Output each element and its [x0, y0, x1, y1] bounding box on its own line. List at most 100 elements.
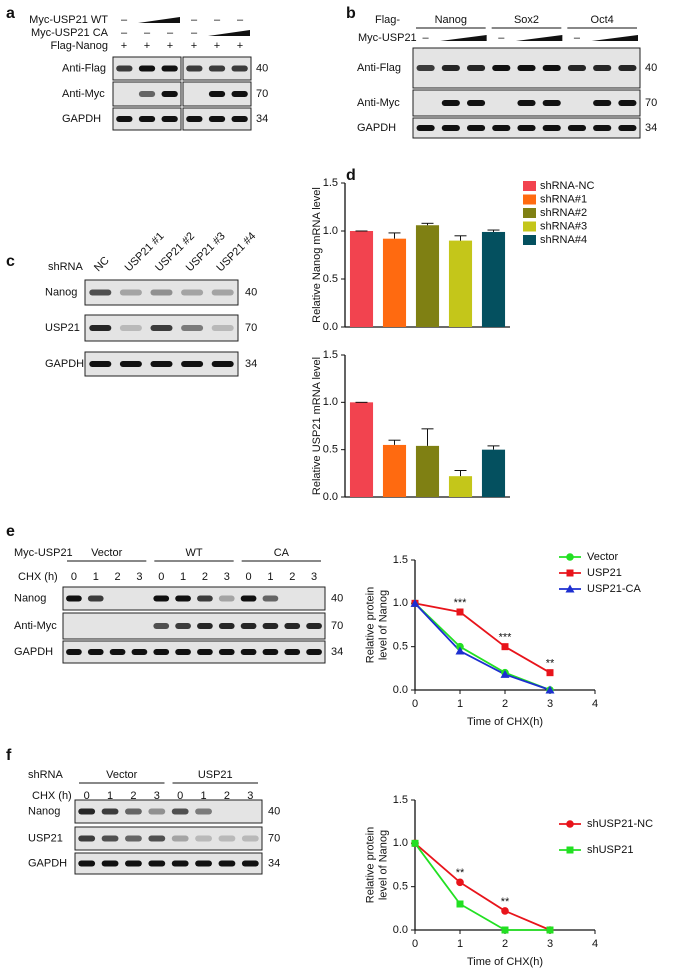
- legend-label: USP21-CA: [587, 583, 641, 595]
- row-label: Anti-Flag: [62, 62, 106, 74]
- group-label: CA: [274, 547, 290, 559]
- y-axis-label: Relative USP21 mRNA level: [311, 357, 323, 495]
- band: [262, 649, 279, 655]
- legend-label: shRNA#3: [540, 220, 587, 232]
- band: [542, 65, 561, 71]
- band: [78, 835, 96, 842]
- prefix: Flag-: [375, 14, 400, 26]
- mw-label: 70: [645, 97, 657, 109]
- mw-label: 40: [645, 62, 657, 74]
- sign: –: [191, 14, 198, 26]
- group-label: Sox2: [514, 14, 539, 26]
- bar: [382, 238, 407, 327]
- x-tick-label: 2: [502, 938, 508, 950]
- sign: –: [423, 32, 430, 44]
- time-label: CHX (h): [32, 790, 72, 802]
- time: 2: [289, 571, 295, 583]
- band: [618, 125, 637, 131]
- time: 3: [247, 790, 253, 802]
- band: [119, 289, 142, 296]
- wedge: [208, 30, 250, 36]
- band: [125, 835, 142, 842]
- y-tick-label: 1.5: [323, 349, 338, 361]
- y-tick-label: 1.5: [393, 794, 408, 806]
- y-axis-label: level of Nanog: [377, 590, 389, 660]
- series-line: [414, 842, 551, 931]
- treatment: shRNA: [28, 769, 64, 781]
- row-label: GAPDH: [45, 358, 84, 370]
- band: [542, 100, 561, 106]
- band: [148, 835, 166, 842]
- band: [175, 649, 191, 655]
- band: [175, 595, 191, 602]
- wedge: [138, 17, 180, 23]
- time: 3: [224, 571, 230, 583]
- marker: [501, 643, 509, 651]
- bar: [448, 476, 473, 497]
- band: [466, 125, 486, 131]
- band: [101, 860, 119, 867]
- x-tick-label: 4: [592, 698, 598, 710]
- x-tick-label: 1: [457, 698, 463, 710]
- row-label: GAPDH: [14, 646, 53, 658]
- sign: –: [237, 14, 244, 26]
- legend-label: Vector: [587, 551, 619, 563]
- legend-label: shUSP21-NC: [587, 818, 653, 830]
- panel-letter: e: [6, 523, 15, 540]
- group-label: Nanog: [435, 14, 467, 26]
- band: [567, 125, 587, 131]
- band: [150, 325, 173, 331]
- panel-letter: f: [6, 747, 12, 764]
- row-label: Anti-Myc: [62, 88, 105, 100]
- legend-label: shRNA#2: [540, 207, 587, 219]
- marker: [456, 878, 464, 887]
- band: [119, 361, 142, 367]
- treatment: Myc-USP21: [14, 547, 73, 559]
- band: [101, 808, 119, 815]
- marker: [501, 907, 509, 915]
- sign: +: [167, 40, 173, 52]
- band: [195, 860, 212, 867]
- band: [125, 860, 142, 867]
- wedge: [591, 35, 638, 41]
- y-tick-label: 1.0: [323, 225, 338, 237]
- panel-letter: b: [346, 5, 356, 22]
- group-label: WT: [185, 547, 202, 559]
- y-tick-label: 0.5: [323, 444, 338, 456]
- band: [441, 100, 460, 106]
- band: [416, 125, 435, 131]
- mw-label: 34: [245, 358, 257, 370]
- annotation: ***: [499, 632, 513, 644]
- band: [618, 65, 637, 71]
- sign: –: [167, 27, 174, 39]
- band: [208, 116, 226, 122]
- group-label: Oct4: [591, 14, 614, 26]
- x-tick-label: 1: [457, 938, 463, 950]
- band: [211, 361, 234, 367]
- band: [181, 325, 204, 331]
- time: 0: [158, 571, 164, 583]
- wedge: [515, 35, 563, 41]
- time: 3: [311, 571, 317, 583]
- x-tick-label: 2: [502, 698, 508, 710]
- mw-label: 70: [245, 322, 257, 334]
- marker: [501, 926, 509, 934]
- legend-swatch: [523, 181, 536, 191]
- y-tick-label: 0.0: [323, 491, 338, 503]
- time-label: CHX (h): [18, 571, 58, 583]
- y-tick-label: 0.5: [393, 641, 408, 653]
- band: [171, 835, 189, 842]
- mw-label: 34: [256, 113, 268, 125]
- band: [119, 325, 142, 331]
- marker: [411, 839, 419, 847]
- blot: [62, 586, 326, 611]
- time: 1: [201, 790, 207, 802]
- band: [618, 100, 637, 106]
- y-tick-label: 0.5: [393, 881, 408, 893]
- bar: [415, 445, 440, 497]
- marker: [565, 584, 575, 593]
- y-tick-label: 0.5: [323, 273, 338, 285]
- band: [197, 623, 213, 629]
- band: [240, 623, 257, 629]
